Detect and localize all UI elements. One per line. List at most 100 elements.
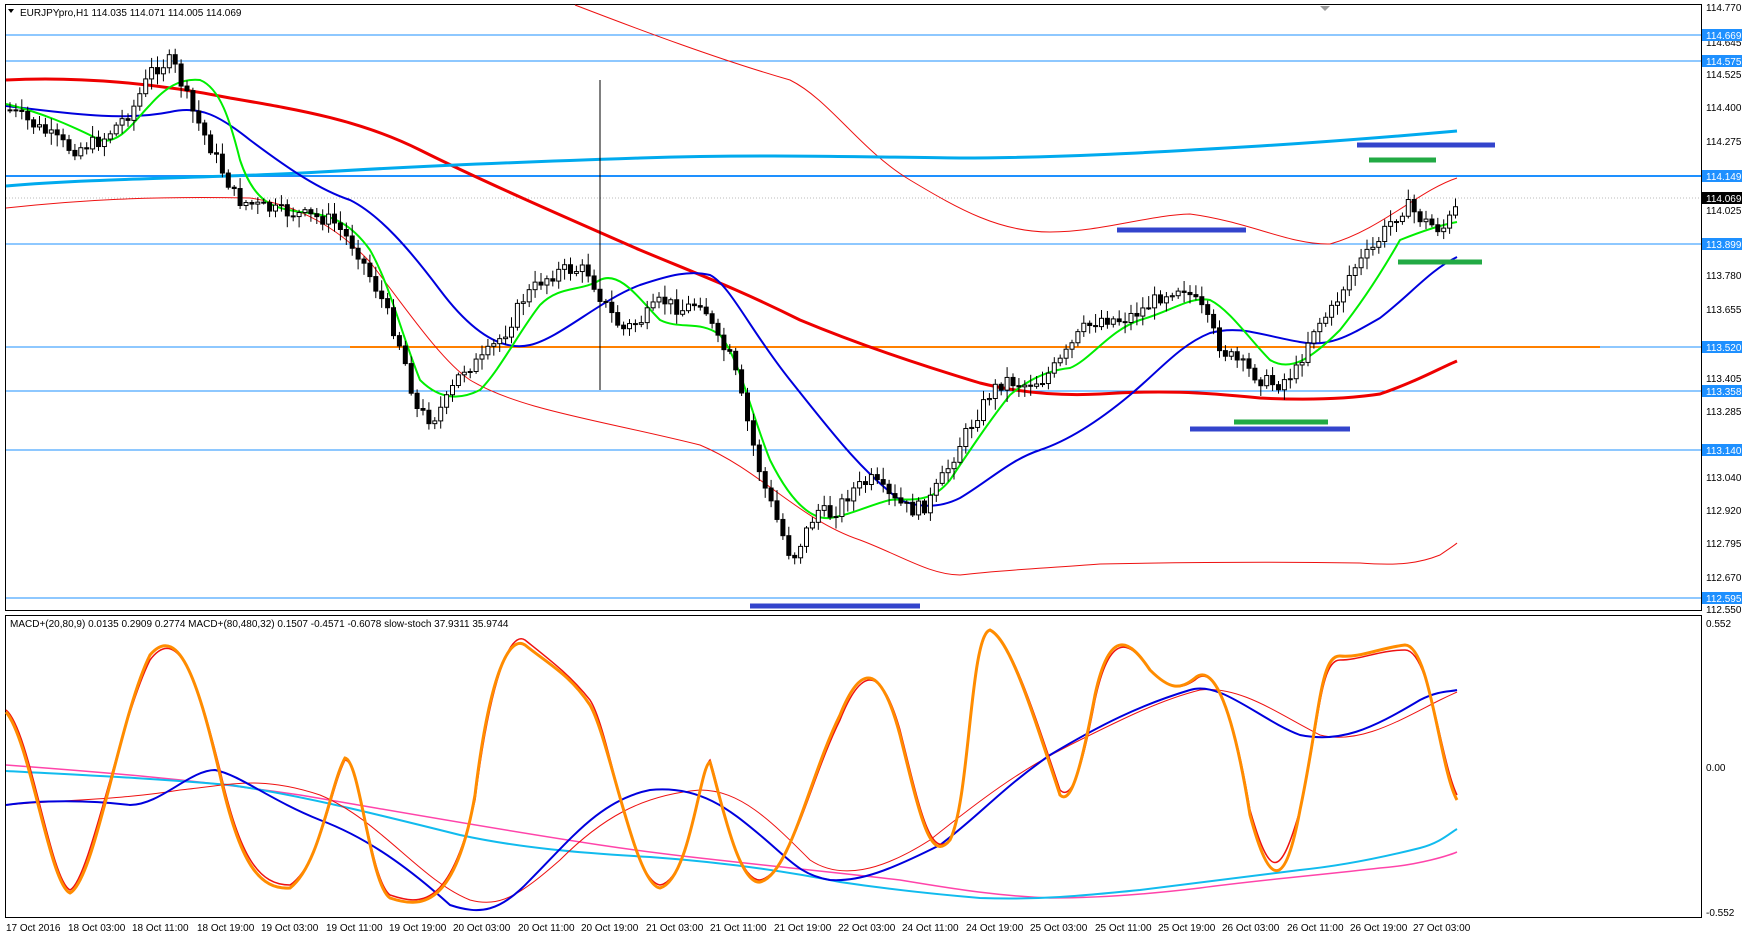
candle-bearish[interactable]	[391, 307, 396, 337]
candle-bearish[interactable]	[762, 471, 768, 489]
candle-bearish[interactable]	[96, 136, 101, 148]
candle-bearish[interactable]	[125, 118, 131, 121]
candle-bearish[interactable]	[662, 296, 668, 305]
candle-bullish[interactable]	[1311, 331, 1317, 344]
candle-bearish[interactable]	[1205, 304, 1211, 315]
candle-bullish[interactable]	[986, 397, 992, 401]
candle-bullish[interactable]	[1317, 322, 1323, 333]
candle-bearish[interactable]	[1158, 294, 1163, 304]
candle-bullish[interactable]	[143, 78, 149, 95]
candle-bearish[interactable]	[603, 300, 609, 303]
candle-bullish[interactable]	[815, 509, 821, 523]
candle-bullish[interactable]	[1099, 317, 1104, 328]
candle-bullish[interactable]	[992, 383, 998, 399]
candle-bullish[interactable]	[1140, 307, 1146, 317]
candle-bullish[interactable]	[981, 399, 986, 422]
candle-bullish[interactable]	[933, 482, 939, 496]
candle-bearish[interactable]	[615, 312, 621, 326]
envelope-middle-upper[interactable]	[5, 196, 1458, 576]
candle-bearish[interactable]	[214, 152, 219, 155]
candle-bullish[interactable]	[137, 93, 143, 107]
candle-bearish[interactable]	[237, 188, 243, 207]
candle-bullish[interactable]	[1040, 383, 1045, 386]
candle-bearish[interactable]	[922, 500, 927, 514]
candle-bullish[interactable]	[1128, 312, 1134, 323]
candle-bullish[interactable]	[1022, 384, 1028, 388]
candle-bearish[interactable]	[414, 392, 420, 410]
candle-bearish[interactable]	[1217, 327, 1222, 352]
time-axis[interactable]: 17 Oct 2016 18 Oct 03:00 18 Oct 11:00 18…	[6, 923, 1471, 934]
candle-bearish[interactable]	[998, 383, 1004, 391]
candle-bullish[interactable]	[804, 527, 809, 547]
candle-bullish[interactable]	[1346, 274, 1352, 291]
candle-bullish[interactable]	[1382, 225, 1388, 243]
candle-bearish[interactable]	[703, 306, 709, 315]
candle-bullish[interactable]	[656, 296, 662, 303]
candle-bearish[interactable]	[709, 313, 715, 324]
candlesticks-group[interactable]	[7, 48, 1458, 565]
candle-bullish[interactable]	[668, 299, 674, 305]
candle-bearish[interactable]	[225, 172, 231, 188]
candle-bullish[interactable]	[113, 124, 119, 135]
candle-bullish[interactable]	[485, 345, 491, 356]
candle-bearish[interactable]	[267, 202, 273, 212]
candle-bearish[interactable]	[219, 153, 225, 174]
shift-marker-icon[interactable]	[1320, 6, 1330, 11]
candle-bearish[interactable]	[1116, 318, 1122, 323]
candle-bearish[interactable]	[591, 275, 597, 290]
candle-bullish[interactable]	[455, 374, 461, 387]
candle-bullish[interactable]	[1329, 304, 1335, 318]
candle-bullish[interactable]	[467, 371, 473, 374]
macd-signal-cyan-line[interactable]	[5, 770, 1458, 900]
candle-bullish[interactable]	[1388, 221, 1394, 227]
candle-bearish[interactable]	[780, 518, 786, 537]
candle-bearish[interactable]	[31, 119, 37, 128]
candle-bullish[interactable]	[1358, 257, 1364, 269]
candle-bearish[interactable]	[1435, 224, 1441, 233]
candle-bullish[interactable]	[432, 420, 438, 425]
candle-bullish[interactable]	[166, 54, 172, 69]
candle-bearish[interactable]	[1222, 350, 1228, 357]
candle-bearish[interactable]	[19, 109, 25, 112]
candle-bearish[interactable]	[426, 409, 432, 425]
candle-bullish[interactable]	[1423, 218, 1429, 223]
candle-bearish[interactable]	[178, 63, 184, 87]
candle-bearish[interactable]	[1252, 367, 1258, 381]
candle-bearish[interactable]	[196, 110, 202, 124]
candle-bearish[interactable]	[284, 204, 290, 217]
candle-bearish[interactable]	[1429, 218, 1435, 226]
candle-bullish[interactable]	[627, 323, 632, 330]
candle-bearish[interactable]	[54, 129, 60, 136]
candle-bullish[interactable]	[1146, 307, 1152, 310]
candle-bullish[interactable]	[857, 481, 863, 489]
candle-bullish[interactable]	[1057, 357, 1063, 364]
candle-bearish[interactable]	[1016, 385, 1022, 388]
price-scale[interactable]: 114.770 114.645 114.525 114.400 114.275 …	[1706, 3, 1742, 616]
candle-bullish[interactable]	[1152, 294, 1158, 309]
candle-bearish[interactable]	[1211, 313, 1217, 329]
candle-bullish[interactable]	[638, 322, 644, 325]
candle-bullish[interactable]	[532, 281, 538, 291]
candle-bearish[interactable]	[892, 493, 898, 499]
candle-bullish[interactable]	[37, 124, 42, 128]
candle-bearish[interactable]	[314, 213, 320, 218]
candle-bearish[interactable]	[420, 408, 426, 411]
candle-bullish[interactable]	[644, 307, 650, 324]
candle-bearish[interactable]	[1258, 379, 1264, 387]
candle-bearish[interactable]	[786, 535, 792, 556]
candle-bearish[interactable]	[674, 299, 680, 315]
candle-bearish[interactable]	[585, 264, 591, 277]
candle-bearish[interactable]	[1181, 290, 1187, 293]
candle-bullish[interactable]	[101, 138, 107, 148]
candle-bullish[interactable]	[1405, 199, 1411, 217]
candle-bullish[interactable]	[1370, 246, 1376, 250]
candle-bullish[interactable]	[461, 371, 467, 376]
candle-bearish[interactable]	[1187, 291, 1193, 296]
candle-bearish[interactable]	[691, 303, 697, 307]
candle-bullish[interactable]	[957, 446, 963, 463]
candle-bullish[interactable]	[1228, 351, 1234, 357]
candle-bearish[interactable]	[373, 276, 379, 292]
candle-bullish[interactable]	[1075, 331, 1081, 344]
candle-bullish[interactable]	[1051, 362, 1057, 374]
candle-bullish[interactable]	[562, 264, 568, 270]
